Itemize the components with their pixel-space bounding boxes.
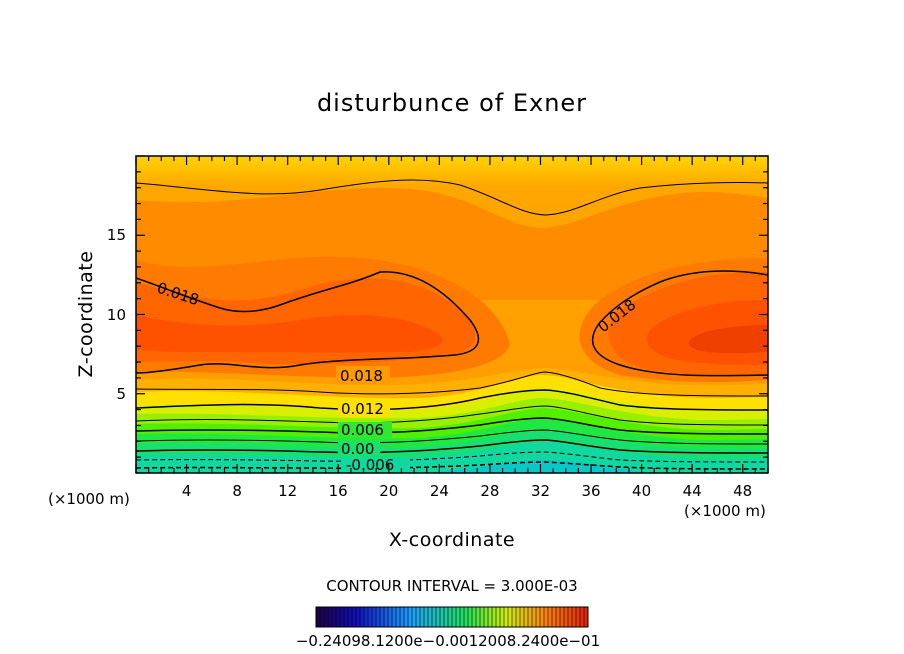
label-gap-018-center (336, 366, 390, 384)
y-unit-label: (×1000 m) (48, 490, 130, 508)
label-gap-000 (338, 442, 380, 456)
x-tick-label: 44 (683, 482, 702, 500)
x-tick-label: 40 (632, 482, 651, 500)
contour-line-018-right (591, 270, 768, 377)
left-max-band-3 (136, 315, 443, 353)
y-axis-label: Z-coordinate (75, 251, 97, 378)
y-tick-label: 15 (107, 226, 126, 244)
chart-title: disturbunce of Exner (317, 89, 587, 117)
x-tick-label: 48 (733, 482, 752, 500)
colorbar-divisions (319, 607, 585, 627)
x-tick-labels: 4 8 12 16 20 24 28 32 36 40 44 48 (182, 482, 752, 500)
label-gap-neg006 (344, 459, 410, 473)
x-tick-label: 16 (329, 482, 348, 500)
contour-line-015 (136, 371, 768, 397)
y-tick-label: 10 (107, 306, 126, 324)
x-tick-label: 8 (232, 482, 242, 500)
x-tick-label: 32 (531, 482, 550, 500)
contour-line-neg006 (136, 461, 768, 470)
x-tick-label: 24 (430, 482, 449, 500)
contour-line-003 (136, 429, 768, 445)
x-tick-label: 4 (182, 482, 192, 500)
colorbar-tick-labels: −0.24098.1200e−0.0012008.2400e−01 (296, 632, 600, 650)
contour-interval-text: CONTOUR INTERVAL = 3.000E-03 (326, 577, 577, 595)
label-gap-006 (338, 422, 392, 438)
contour-label-neg006: -0.006 (346, 456, 394, 474)
x-tick-label: 12 (278, 482, 297, 500)
contour-line-upper (136, 179, 768, 216)
contour-lines (136, 179, 768, 470)
contour-line-009 (136, 405, 768, 426)
x-tick-label: 20 (379, 482, 398, 500)
contour-line-neg003 (136, 451, 768, 463)
x-axis-label: X-coordinate (389, 529, 515, 551)
y-tick-label: 5 (116, 385, 126, 403)
x-unit-label: (×1000 m) (684, 502, 766, 520)
x-tick-label: 28 (480, 482, 499, 500)
contour-line-018-left (136, 271, 480, 374)
colorbar (315, 606, 589, 628)
label-gap-012 (338, 401, 390, 417)
contour-line-006 (136, 417, 768, 435)
contour-label-018-center: 0.018 (340, 367, 383, 385)
axis-ticks (135, 155, 769, 474)
contour-fill-layer (136, 156, 768, 473)
contour-label-012: 0.012 (341, 400, 384, 418)
contour-line-012 (136, 389, 768, 411)
y-tick-labels: 5 10 15 (107, 226, 126, 403)
contour-line-000 (136, 439, 768, 454)
right-max-band-4 (689, 325, 768, 354)
contour-label-000: 0.00 (341, 440, 374, 458)
x-tick-label: 36 (581, 482, 600, 500)
contour-label-006: 0.006 (341, 421, 384, 439)
